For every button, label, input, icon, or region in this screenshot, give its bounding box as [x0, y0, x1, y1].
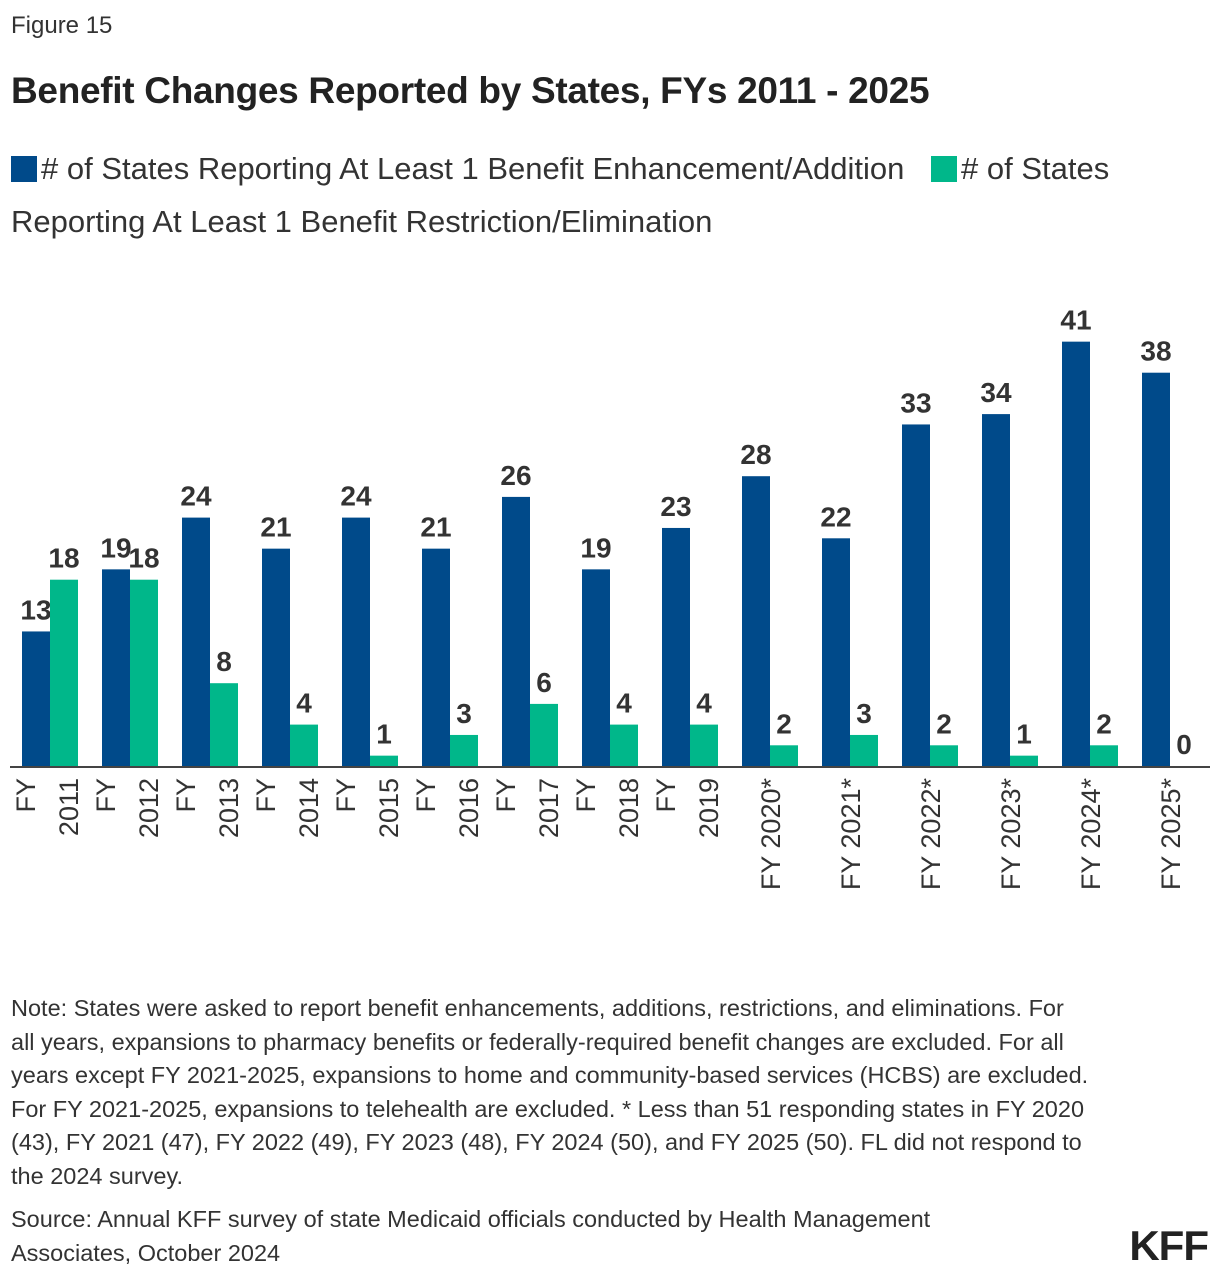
legend-item-restriction: # of States Reporting At Least 1 Benefit…: [11, 151, 1109, 239]
figure-label: Figure 15: [11, 12, 113, 39]
x-tick-label: FY: [491, 778, 521, 813]
bar-enhancement: [502, 496, 530, 766]
legend-item-enhancement: # of States Reporting At Least 1 Benefit…: [11, 151, 904, 186]
data-label: 1: [376, 719, 392, 750]
x-tick-label: 2019: [694, 778, 724, 838]
chart-title: Benefit Changes Reported by States, FYs …: [11, 70, 930, 111]
bar-enhancement: [262, 548, 290, 766]
bar-restriction: [610, 724, 638, 766]
x-tick-label: FY: [651, 778, 681, 813]
data-label: 4: [696, 688, 712, 719]
bar-restriction: [450, 734, 478, 766]
data-label: 23: [660, 491, 691, 522]
data-label: 6: [536, 667, 552, 698]
data-label: 4: [616, 688, 632, 719]
x-tick-label: 2012: [134, 778, 164, 838]
data-label: 2: [1096, 708, 1112, 739]
kff-logo: KFF: [1129, 1222, 1209, 1269]
bar-enhancement: [902, 424, 930, 766]
data-label: 21: [420, 512, 451, 543]
bar-enhancement: [1062, 341, 1090, 766]
x-tick-label: 2011: [54, 778, 84, 836]
bar-restriction: [530, 703, 558, 766]
bar-restriction: [1090, 745, 1118, 766]
bar-enhancement: [822, 538, 850, 766]
legend-swatch-restriction: [931, 156, 958, 182]
data-label: 8: [216, 646, 232, 677]
chart-note: Note: States were asked to report benefi…: [11, 995, 1089, 1189]
bar-enhancement: [342, 517, 370, 766]
x-tick-label: 2015: [374, 778, 404, 838]
bar-restriction: [850, 734, 878, 766]
bar-restriction: [130, 579, 158, 766]
bar-restriction: [50, 579, 78, 766]
legend: # of States Reporting At Least 1 Benefit…: [11, 142, 1211, 248]
data-label: 21: [260, 512, 291, 543]
x-tick-label: FY: [331, 778, 361, 813]
data-label: 34: [980, 377, 1012, 408]
x-tick-label: FY: [571, 778, 601, 813]
bar-enhancement: [102, 569, 130, 766]
legend-swatch-enhancement: [11, 156, 37, 182]
bar-restriction: [210, 683, 238, 766]
data-label: 22: [820, 501, 851, 532]
bar-restriction: [690, 724, 718, 766]
x-tick-label: FY: [91, 778, 121, 813]
data-label: 41: [1060, 305, 1091, 336]
data-label: 0: [1176, 729, 1192, 760]
data-label: 24: [340, 481, 372, 512]
bar-restriction: [290, 724, 318, 766]
x-tick-label: FY 2021*: [836, 778, 866, 891]
x-tick-label: FY 2020*: [756, 778, 786, 891]
bar-enhancement: [742, 476, 770, 766]
bar-enhancement: [422, 548, 450, 766]
bar-restriction: [770, 745, 798, 766]
data-label: 28: [740, 439, 771, 470]
data-label: 38: [1140, 336, 1171, 367]
data-label: 1: [1016, 719, 1032, 750]
bar-restriction: [370, 755, 398, 766]
x-tick-label: 2018: [614, 778, 644, 838]
x-tick-label: FY: [251, 778, 281, 813]
data-label: 3: [856, 698, 872, 729]
data-label: 18: [48, 543, 79, 574]
x-tick-label: 2014: [294, 778, 324, 838]
data-label: 2: [776, 708, 792, 739]
x-tick-label: FY 2023*: [996, 778, 1026, 891]
bar-enhancement: [982, 414, 1010, 766]
x-tick-label: 2017: [534, 778, 564, 838]
data-label: 3: [456, 698, 472, 729]
data-label: 13: [20, 594, 51, 625]
bar-enhancement: [182, 517, 210, 766]
data-label: 26: [500, 460, 531, 491]
data-label: 4: [296, 688, 312, 719]
x-tick-label: FY 2022*: [916, 778, 946, 891]
data-label: 24: [180, 481, 212, 512]
data-label: 33: [900, 387, 931, 418]
bar-enhancement: [582, 569, 610, 766]
bar-enhancement: [1142, 372, 1170, 766]
x-tick-label: FY: [411, 778, 441, 813]
data-label: 19: [100, 532, 131, 563]
x-tick-label: 2016: [454, 778, 484, 838]
x-tick-label: FY: [171, 778, 201, 813]
data-label: 2: [936, 708, 952, 739]
bar-enhancement: [22, 631, 50, 766]
bar-enhancement: [662, 527, 690, 766]
x-tick-label: FY 2025*: [1156, 778, 1186, 891]
legend-label-restriction: # of States Reporting At Least 1 Benefit…: [11, 151, 1110, 239]
legend-label-enhancement: # of States Reporting At Least 1 Benefit…: [41, 151, 905, 186]
x-tick-label: FY 2024*: [1076, 778, 1106, 891]
x-tick-label: FY: [11, 778, 41, 813]
data-label: 19: [580, 532, 611, 563]
data-label: 18: [128, 543, 159, 574]
chart-source: Source: Annual KFF survey of state Medic…: [11, 1206, 931, 1266]
bar-restriction: [1010, 755, 1038, 766]
bar-restriction: [930, 745, 958, 766]
x-tick-label: 2013: [214, 778, 244, 838]
